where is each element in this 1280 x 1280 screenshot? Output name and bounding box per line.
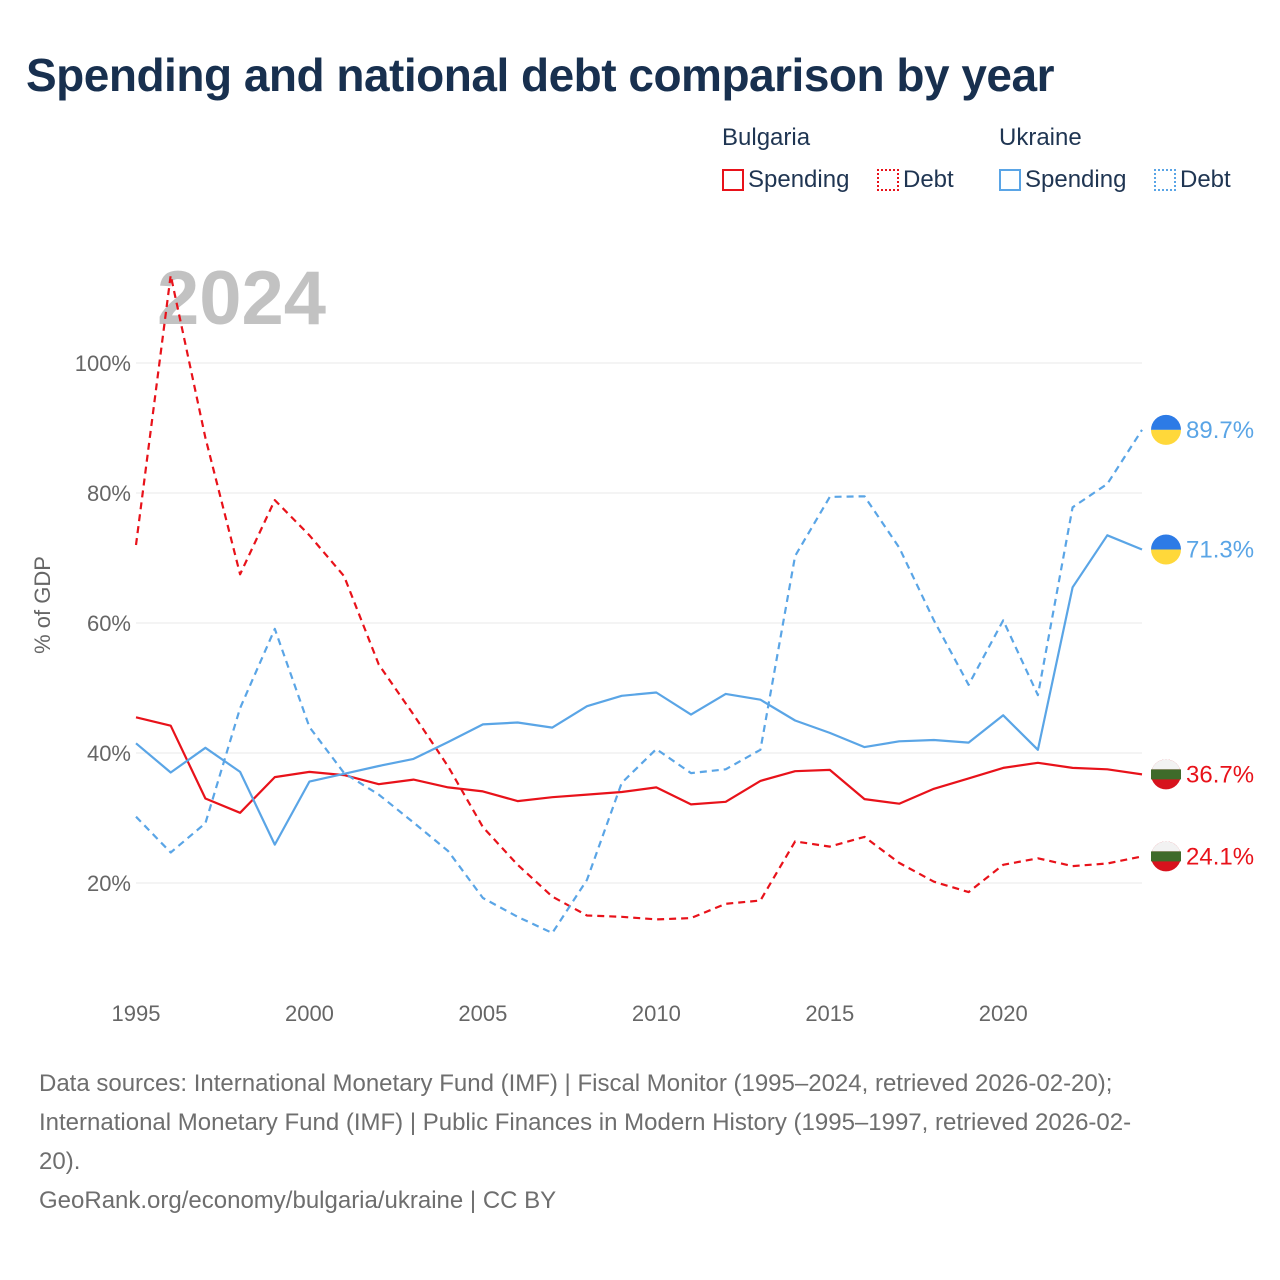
year-watermark: 2024 [157, 256, 326, 341]
y-axis-label: % of GDP [30, 556, 55, 654]
x-tick-label: 2020 [979, 1001, 1028, 1026]
bulgaria-flag-icon [1151, 841, 1181, 872]
legend-item-bulgaria-debt[interactable]: Debt [877, 166, 954, 194]
legend-group-bulgaria: Bulgaria [722, 124, 811, 151]
ukraine-spending-end-label: 71.3% [1186, 537, 1254, 564]
ukraine-debt-end-label: 89.7% [1186, 417, 1254, 444]
ukraine-spending-line[interactable] [135, 534, 1143, 846]
legend-item-ukraine-debt[interactable]: Debt [1154, 166, 1231, 194]
legend-item-bulgaria-spending[interactable]: Spending [722, 166, 849, 194]
end-labels: 36.7% 24.1% 71.3% 89.7% [1151, 414, 1254, 872]
y-tick-label: 100% [75, 351, 131, 376]
x-tick-label: 2000 [285, 1001, 334, 1026]
series [134, 274, 1143, 935]
ukraine-flag-icon [1151, 534, 1181, 565]
source-line-3: 20). [39, 1148, 81, 1175]
solid-swatch-icon [999, 169, 1021, 191]
source-line-1: Data sources: International Monetary Fun… [39, 1070, 1113, 1097]
legend-label: Spending [1025, 166, 1127, 193]
axes: 20% 40% 60% 80% 100% 1995 2000 2005 2010 2015 2020 [75, 351, 1028, 1026]
y-tick-label: 80% [87, 481, 131, 506]
gridlines [136, 362, 1142, 884]
bulgaria-flag-icon [1151, 759, 1181, 790]
bulgaria-spending-end-label: 36.7% [1186, 761, 1254, 788]
x-tick-label: 1995 [112, 1001, 161, 1026]
y-tick-label: 60% [87, 611, 131, 636]
y-tick-label: 40% [87, 741, 131, 766]
bulgaria-debt-line[interactable] [134, 274, 1143, 921]
legend-label: Debt [1180, 166, 1231, 193]
dotted-swatch-icon [877, 169, 899, 191]
legend-item-ukraine-spending[interactable]: Spending [999, 166, 1126, 194]
chart-title: Spending and national debt comparison by… [26, 49, 1055, 101]
ukraine-debt-line[interactable] [135, 429, 1143, 935]
source-line-2: International Monetary Fund (IMF) | Publ… [39, 1109, 1132, 1136]
bulgaria-debt-end-label: 24.1% [1186, 843, 1254, 870]
y-tick-label: 20% [87, 871, 131, 896]
x-tick-label: 2015 [805, 1001, 854, 1026]
line-chart: 2024 20% 40% 60% 80% 100% 1995 2000 2005 2010 201… [30, 256, 1254, 1026]
x-tick-label: 2005 [458, 1001, 507, 1026]
legend-group-ukraine: Ukraine [999, 124, 1082, 151]
credit-link[interactable]: GeoRank.org/economy/bulgaria/ukraine | C… [39, 1187, 557, 1214]
solid-swatch-icon [722, 169, 744, 191]
legend-label: Debt [903, 166, 954, 193]
legend-label: Spending [748, 166, 850, 193]
dotted-swatch-icon [1154, 169, 1176, 191]
ukraine-flag-icon [1151, 414, 1181, 445]
x-tick-label: 2010 [632, 1001, 681, 1026]
bulgaria-spending-line[interactable] [135, 716, 1143, 814]
